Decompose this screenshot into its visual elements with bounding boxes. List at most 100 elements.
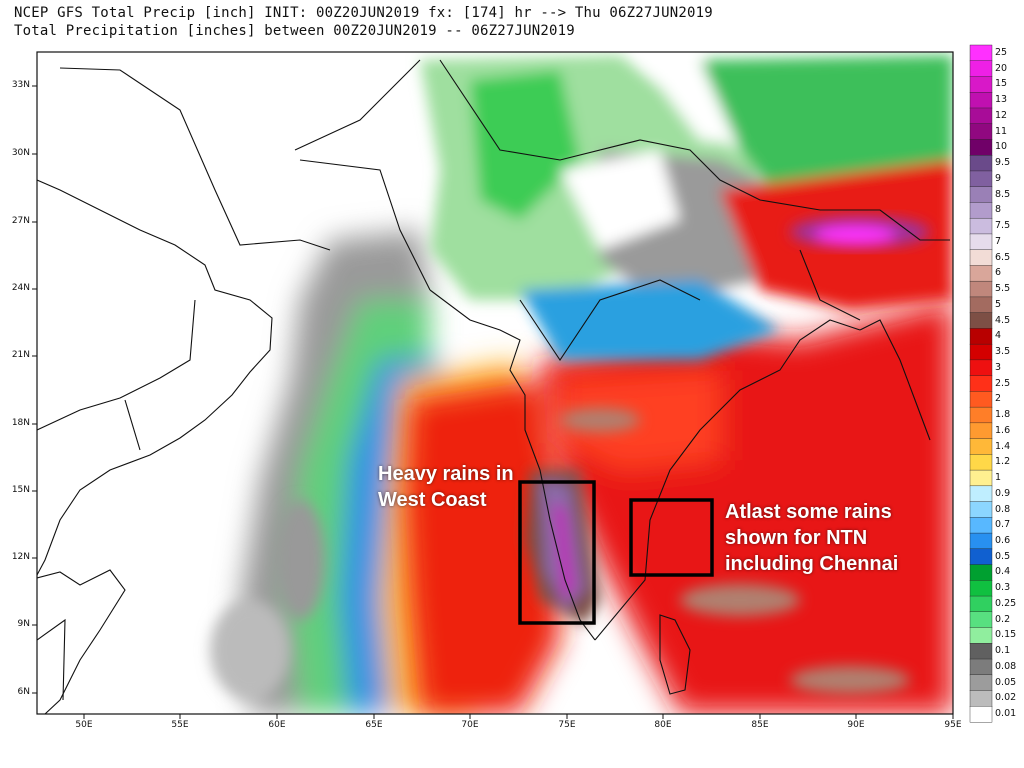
colorbar-label: 15 — [995, 78, 1008, 90]
colorbar-label: 7.5 — [995, 220, 1011, 232]
lon-label-90e: 90E — [847, 720, 865, 730]
colorbar-swatch — [969, 564, 993, 581]
colorbar-swatch — [969, 375, 993, 392]
colorbar-label: 25 — [995, 46, 1008, 58]
colorbar-label: 10 — [995, 141, 1008, 153]
lon-label-65e: 65E — [365, 720, 383, 730]
colorbar-swatch — [969, 706, 993, 723]
colorbar-label: 13 — [995, 94, 1008, 106]
coastlines — [37, 59, 950, 714]
lon-label-60e: 60E — [268, 720, 286, 730]
colorbar-label: 6 — [995, 267, 1002, 279]
lat-label-12n: 12N — [11, 552, 30, 562]
colorbar-label: 0.8 — [995, 503, 1011, 515]
lat-label-6n: 6N — [17, 687, 30, 697]
colorbar-swatch — [969, 139, 993, 156]
lat-ticks — [32, 85, 37, 694]
colorbar-swatch — [969, 44, 993, 62]
colorbar-label: 0.7 — [995, 519, 1011, 531]
colorbar-label: 8 — [995, 204, 1002, 216]
lon-label-50e: 50E — [75, 720, 93, 730]
colorbar-swatch — [969, 532, 993, 550]
colorbar-swatch — [969, 186, 993, 203]
annotation-ntn-line1: Atlast some rains — [725, 501, 892, 523]
colorbar-swatch — [969, 438, 993, 455]
map-frame — [36, 51, 954, 715]
colorbar-swatch — [969, 580, 993, 597]
lat-label-21n: 21N — [11, 350, 30, 360]
colorbar-swatch — [969, 674, 993, 692]
colorbar-swatch — [969, 217, 993, 235]
colorbar-swatch — [969, 690, 993, 707]
lon-ticks — [83, 714, 954, 719]
colorbar-swatch — [969, 343, 993, 361]
colorbar-swatch — [969, 312, 993, 329]
colorbar-swatch — [969, 265, 993, 282]
colorbar-label: 5.5 — [995, 283, 1011, 294]
colorbar-swatch — [969, 76, 993, 93]
annotation-west-coast: Heavy rains in West Coast — [378, 461, 514, 513]
colorbar-label: 20 — [995, 62, 1008, 74]
colorbar-swatch — [969, 107, 993, 125]
colorbar-label: 12 — [995, 109, 1008, 121]
colorbar-label: 1.6 — [995, 424, 1011, 436]
colorbar-label: 0.9 — [995, 487, 1011, 499]
lat-label-24n: 24N — [11, 283, 30, 293]
colorbar-swatch — [969, 60, 993, 77]
colorbar-label: 9.5 — [995, 157, 1011, 169]
colorbar-label: 0.15 — [995, 629, 1017, 641]
colorbar-label: 0.6 — [995, 534, 1011, 546]
lon-label-80e: 80E — [654, 720, 672, 730]
lon-label-70e: 70E — [461, 720, 479, 730]
colorbar-label: 0.02 — [995, 692, 1017, 704]
colorbar-label: 0.3 — [995, 582, 1011, 594]
annotation-ntn-line2: shown for NTN — [725, 527, 868, 549]
colorbar-swatch — [969, 658, 993, 676]
colorbar-label: 0.05 — [995, 676, 1017, 688]
colorbar-label: 6.5 — [995, 251, 1011, 263]
colorbar-swatch — [969, 155, 993, 172]
colorbar-label: 7 — [995, 235, 1002, 247]
annotation-ntn-line3: including Chennai — [725, 553, 899, 575]
precip-field — [37, 52, 953, 714]
colorbar-label: 0.25 — [995, 597, 1017, 609]
colorbar-swatch — [969, 391, 993, 408]
colorbar-swatch — [969, 233, 993, 251]
colorbar-label: 2 — [995, 393, 1002, 405]
colorbar-label: 0.01 — [995, 708, 1017, 720]
colorbar-swatch — [969, 469, 993, 487]
colorbar-swatch — [969, 406, 993, 424]
colorbar-label: 9 — [995, 172, 1002, 184]
west-coast-box — [518, 480, 596, 625]
colorbar-swatch — [969, 296, 993, 314]
colorbar-swatch — [969, 123, 993, 140]
colorbar-swatch — [969, 517, 993, 534]
header-title: NCEP GFS Total Precip [inch] INIT: 00Z20… — [14, 5, 713, 21]
colorbar-swatch — [969, 280, 993, 298]
colorbar-swatch — [969, 627, 993, 644]
annotation-ntn: Atlast some rains shown for NTN includin… — [725, 499, 898, 577]
colorbar-label: 0.2 — [995, 613, 1011, 625]
colorbar-label: 2.5 — [995, 377, 1011, 389]
colorbar-label: 1.4 — [995, 440, 1011, 452]
colorbar-swatch — [969, 501, 993, 518]
colorbar-label: 4 — [995, 330, 1002, 342]
colorbar-label: 3 — [995, 361, 1002, 373]
lat-label-15n: 15N — [11, 485, 30, 495]
colorbar-swatch — [969, 359, 993, 377]
lon-label-55e: 55E — [171, 720, 189, 730]
annotation-west-coast-line1: Heavy rains in — [378, 463, 514, 485]
lon-label-85e: 85E — [751, 720, 769, 730]
colorbar-label: 11 — [995, 125, 1008, 137]
ntn-box — [629, 498, 714, 577]
colorbar-swatch — [969, 202, 993, 219]
colorbar-label: 0.4 — [995, 566, 1011, 578]
lat-label-27n: 27N — [11, 216, 30, 226]
colorbar-swatch — [969, 328, 993, 345]
colorbar-swatch — [969, 595, 993, 613]
annotation-west-coast-line2: West Coast — [378, 489, 487, 511]
lat-label-9n: 9N — [17, 619, 30, 629]
colorbar-swatch — [969, 170, 993, 188]
colorbar-swatch — [969, 548, 993, 566]
